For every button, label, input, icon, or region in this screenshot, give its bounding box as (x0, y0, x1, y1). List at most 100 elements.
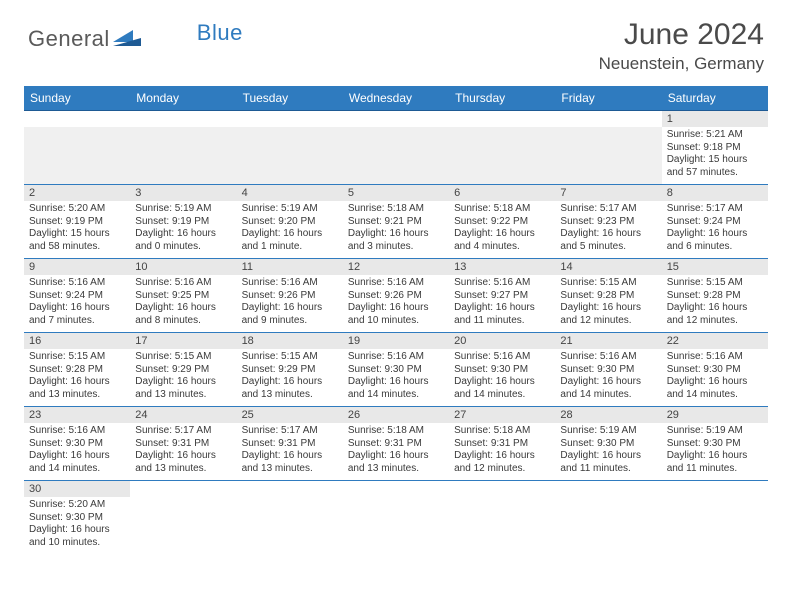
day-content-row: Sunrise: 5:20 AMSunset: 9:30 PMDaylight:… (24, 497, 768, 554)
flag-icon (113, 28, 141, 51)
sunset-text: Sunset: 9:20 PM (242, 216, 338, 229)
daylight-text: Daylight: 16 hours (667, 302, 763, 315)
day-cell: Sunrise: 5:19 AMSunset: 9:20 PMDaylight:… (237, 201, 343, 259)
daylight-text: Daylight: 16 hours (667, 228, 763, 241)
day-cell: Sunrise: 5:18 AMSunset: 9:22 PMDaylight:… (449, 201, 555, 259)
weekday-header: Monday (130, 86, 236, 111)
daylight-text: Daylight: 16 hours (348, 228, 444, 241)
day-cell: Sunrise: 5:17 AMSunset: 9:31 PMDaylight:… (130, 423, 236, 481)
sunrise-text: Sunrise: 5:19 AM (135, 203, 231, 216)
daylight-text: Daylight: 16 hours (29, 302, 125, 315)
day-number: 17 (130, 333, 236, 350)
day-cell: Sunrise: 5:16 AMSunset: 9:24 PMDaylight:… (24, 275, 130, 333)
day-number-row: 1 (24, 111, 768, 128)
daylight-text: Daylight: 15 hours (29, 228, 125, 241)
sunset-text: Sunset: 9:29 PM (135, 364, 231, 377)
day-cell (555, 127, 661, 185)
day-number: 15 (662, 259, 768, 276)
daylight-text: Daylight: 16 hours (29, 524, 125, 537)
sunset-text: Sunset: 9:29 PM (242, 364, 338, 377)
day-cell: Sunrise: 5:17 AMSunset: 9:23 PMDaylight:… (555, 201, 661, 259)
sunset-text: Sunset: 9:30 PM (29, 438, 125, 451)
sunrise-text: Sunrise: 5:18 AM (348, 203, 444, 216)
weekday-header: Wednesday (343, 86, 449, 111)
day-cell: Sunrise: 5:16 AMSunset: 9:30 PMDaylight:… (343, 349, 449, 407)
day-number: 3 (130, 185, 236, 202)
month-title: June 2024 (599, 18, 764, 52)
daylight-text: and 10 minutes. (348, 315, 444, 328)
day-cell: Sunrise: 5:16 AMSunset: 9:26 PMDaylight:… (343, 275, 449, 333)
day-number (555, 481, 661, 498)
sunset-text: Sunset: 9:23 PM (560, 216, 656, 229)
sunset-text: Sunset: 9:26 PM (242, 290, 338, 303)
daylight-text: and 4 minutes. (454, 241, 550, 254)
day-cell: Sunrise: 5:16 AMSunset: 9:30 PMDaylight:… (449, 349, 555, 407)
sunrise-text: Sunrise: 5:19 AM (667, 425, 763, 438)
day-cell (449, 497, 555, 554)
sunset-text: Sunset: 9:19 PM (29, 216, 125, 229)
day-number (343, 481, 449, 498)
day-cell: Sunrise: 5:15 AMSunset: 9:29 PMDaylight:… (130, 349, 236, 407)
sunrise-text: Sunrise: 5:16 AM (29, 425, 125, 438)
daylight-text: Daylight: 16 hours (29, 376, 125, 389)
day-number: 8 (662, 185, 768, 202)
daylight-text: and 13 minutes. (135, 389, 231, 402)
sunrise-text: Sunrise: 5:17 AM (560, 203, 656, 216)
weekday-header-row: Sunday Monday Tuesday Wednesday Thursday… (24, 86, 768, 111)
day-number: 9 (24, 259, 130, 276)
sunset-text: Sunset: 9:30 PM (348, 364, 444, 377)
sunset-text: Sunset: 9:28 PM (667, 290, 763, 303)
day-content-row: Sunrise: 5:16 AMSunset: 9:30 PMDaylight:… (24, 423, 768, 481)
day-number-row: 2345678 (24, 185, 768, 202)
sunset-text: Sunset: 9:30 PM (667, 438, 763, 451)
day-cell: Sunrise: 5:21 AMSunset: 9:18 PMDaylight:… (662, 127, 768, 185)
daylight-text: and 6 minutes. (667, 241, 763, 254)
day-number: 27 (449, 407, 555, 424)
day-number: 20 (449, 333, 555, 350)
day-cell: Sunrise: 5:17 AMSunset: 9:31 PMDaylight:… (237, 423, 343, 481)
day-number: 10 (130, 259, 236, 276)
sunset-text: Sunset: 9:24 PM (667, 216, 763, 229)
daylight-text: Daylight: 16 hours (29, 450, 125, 463)
daylight-text: Daylight: 16 hours (454, 228, 550, 241)
day-number: 22 (662, 333, 768, 350)
daylight-text: and 11 minutes. (560, 463, 656, 476)
daylight-text: Daylight: 16 hours (454, 302, 550, 315)
daylight-text: and 9 minutes. (242, 315, 338, 328)
day-number: 13 (449, 259, 555, 276)
day-number (662, 481, 768, 498)
sunset-text: Sunset: 9:31 PM (348, 438, 444, 451)
day-number: 16 (24, 333, 130, 350)
day-cell: Sunrise: 5:17 AMSunset: 9:24 PMDaylight:… (662, 201, 768, 259)
daylight-text: and 13 minutes. (242, 463, 338, 476)
daylight-text: and 12 minutes. (560, 315, 656, 328)
day-number (237, 481, 343, 498)
daylight-text: Daylight: 16 hours (454, 450, 550, 463)
day-content-row: Sunrise: 5:16 AMSunset: 9:24 PMDaylight:… (24, 275, 768, 333)
sunrise-text: Sunrise: 5:20 AM (29, 203, 125, 216)
daylight-text: Daylight: 16 hours (454, 376, 550, 389)
day-cell: Sunrise: 5:16 AMSunset: 9:25 PMDaylight:… (130, 275, 236, 333)
day-number: 4 (237, 185, 343, 202)
daylight-text: and 13 minutes. (29, 389, 125, 402)
daylight-text: Daylight: 16 hours (135, 376, 231, 389)
day-content-row: Sunrise: 5:21 AMSunset: 9:18 PMDaylight:… (24, 127, 768, 185)
day-cell (24, 127, 130, 185)
sunrise-text: Sunrise: 5:18 AM (454, 203, 550, 216)
day-cell (343, 497, 449, 554)
weekday-header: Thursday (449, 86, 555, 111)
sunset-text: Sunset: 9:28 PM (29, 364, 125, 377)
daylight-text: and 12 minutes. (667, 315, 763, 328)
day-cell: Sunrise: 5:18 AMSunset: 9:31 PMDaylight:… (449, 423, 555, 481)
daylight-text: and 13 minutes. (242, 389, 338, 402)
daylight-text: Daylight: 16 hours (560, 376, 656, 389)
sunrise-text: Sunrise: 5:20 AM (29, 499, 125, 512)
daylight-text: Daylight: 16 hours (242, 302, 338, 315)
day-number: 1 (662, 111, 768, 128)
weekday-header: Saturday (662, 86, 768, 111)
sunrise-text: Sunrise: 5:16 AM (242, 277, 338, 290)
daylight-text: and 11 minutes. (454, 315, 550, 328)
sunrise-text: Sunrise: 5:16 AM (348, 351, 444, 364)
sunrise-text: Sunrise: 5:16 AM (29, 277, 125, 290)
day-cell: Sunrise: 5:16 AMSunset: 9:30 PMDaylight:… (555, 349, 661, 407)
